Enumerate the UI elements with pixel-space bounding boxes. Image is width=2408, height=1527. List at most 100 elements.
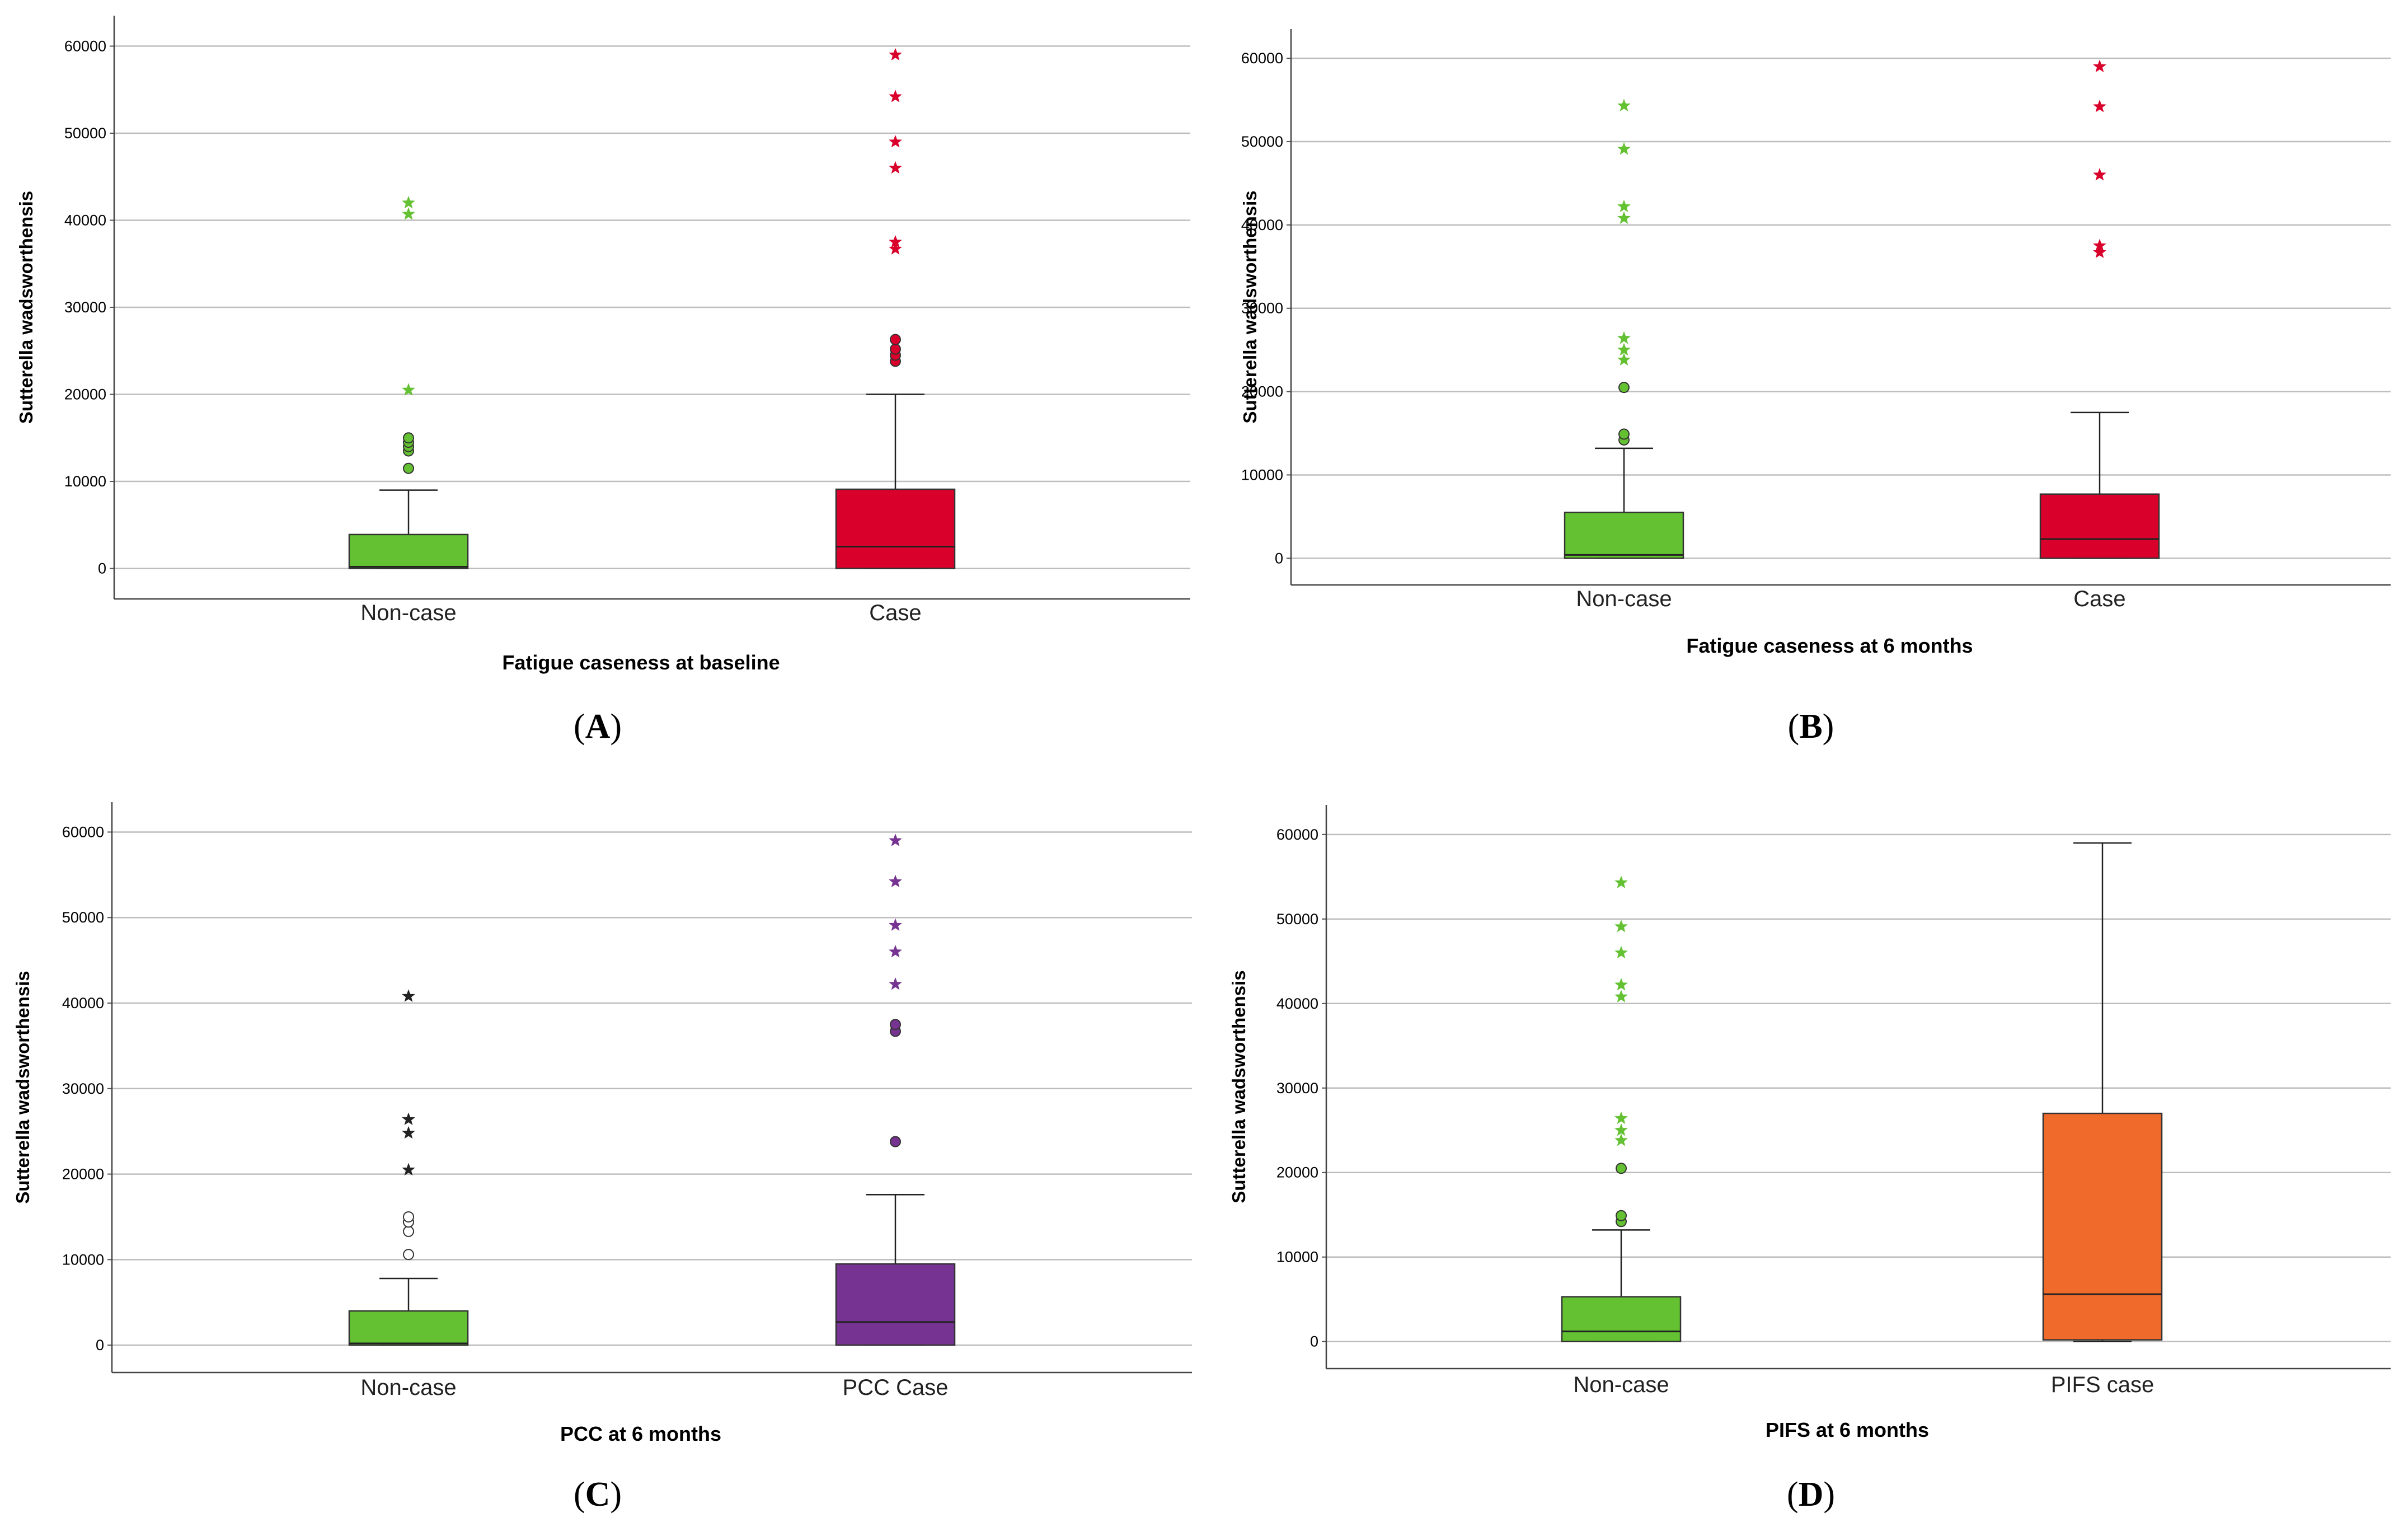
extreme-point (1614, 945, 1628, 959)
extreme-point (1617, 199, 1631, 213)
box-group-d-2: PIFS case (2042, 842, 2163, 1397)
extreme-point (1614, 919, 1628, 933)
y-tick-label: 40000 (1276, 995, 1318, 1012)
box (835, 488, 956, 569)
extreme-point (2093, 168, 2106, 181)
extreme-point (402, 1112, 415, 1125)
box-group-b-2: Case (2039, 59, 2160, 611)
y-tick-label: 0 (96, 1337, 104, 1353)
extreme-point (1617, 343, 1631, 356)
outlier-point (890, 1136, 901, 1147)
box-group-c-2: PCC Case (835, 833, 956, 1400)
extreme-point (889, 161, 902, 174)
extreme-point (889, 874, 902, 888)
extreme-point (889, 242, 902, 255)
extreme-point (1614, 978, 1628, 991)
y-tick-label: 60000 (1276, 826, 1318, 843)
y-tick-label: 10000 (1241, 466, 1283, 483)
x-category-label: Case (2073, 587, 2125, 611)
y-tick-label: 40000 (1241, 217, 1283, 233)
outlier-point (1618, 428, 1630, 440)
extreme-point (1614, 1111, 1628, 1125)
box (348, 533, 469, 569)
box-group-c-1: Non-case (348, 989, 469, 1400)
outlier-point (403, 1225, 414, 1237)
extreme-point (889, 833, 902, 846)
y-axis-title-wrap: Sutterella wadsworthensis (1228, 970, 1249, 1203)
extreme-point (889, 918, 902, 931)
y-axis-title: Sutterella wadsworthensis (1240, 190, 1260, 423)
panel-b: 0 10000 20000 30000 40000 50000 60000 Non-case C… (1240, 29, 2391, 746)
y-tick-label: 50000 (1276, 911, 1318, 928)
extreme-point (1617, 142, 1631, 155)
outlier-point (890, 343, 901, 355)
y-axis-title-wrap: Sutterella wadsworthensis (12, 971, 33, 1203)
y-tick-label: 20000 (1276, 1164, 1318, 1181)
panel-c: 0 10000 20000 30000 40000 50000 60000 Non-case P… (12, 802, 1192, 1514)
y-axis-title: Sutterella wadsworthensis (16, 191, 36, 424)
x-axis-title: PIFS at 6 months (1766, 1418, 1929, 1441)
x-category-label: Non-case (360, 601, 456, 625)
extreme-point (2093, 245, 2106, 259)
box-group-a-1: Non-case (348, 195, 469, 625)
y-axis-title-wrap: Sutterella wadsworthensis (16, 191, 36, 424)
y-tick-label: 60000 (1241, 50, 1283, 67)
y-tick-label: 30000 (1276, 1080, 1318, 1097)
outlier-point (403, 1249, 414, 1261)
extreme-point (1614, 1133, 1628, 1146)
extreme-point (1614, 990, 1628, 1003)
y-axis-title: Sutterella wadsworthensis (1228, 970, 1249, 1203)
x-category-label: Case (869, 601, 921, 625)
y-tick-label: 30000 (1241, 300, 1283, 317)
panel-d: 0 10000 20000 30000 40000 50000 60000 Non-case P… (1228, 805, 2391, 1514)
panel-label-a: (A) (574, 708, 622, 746)
extreme-point (402, 207, 415, 220)
extreme-point (402, 195, 415, 209)
extreme-point (889, 235, 902, 248)
extreme-point (889, 90, 902, 102)
outlier-point (890, 334, 901, 345)
x-category-label: PIFS case (2051, 1373, 2154, 1397)
y-tick-label: 10000 (62, 1251, 104, 1268)
x-category-label: PCC Case (843, 1375, 949, 1400)
extreme-point (1614, 1123, 1628, 1136)
panel-label-c: (C) (574, 1476, 622, 1514)
extreme-point (2093, 100, 2106, 113)
extreme-point (402, 1163, 415, 1175)
outlier-point (1618, 382, 1630, 394)
box-group-b-1: Non-case (1564, 99, 1684, 611)
y-tick-label: 40000 (62, 995, 104, 1011)
box (835, 1263, 956, 1346)
x-category-label: Non-case (1573, 1373, 1669, 1397)
y-tick-label: 50000 (64, 125, 106, 142)
outlier-point (403, 432, 414, 444)
box (1564, 512, 1684, 559)
y-tick-label: 10000 (1276, 1249, 1318, 1266)
x-category-label: Non-case (360, 1375, 456, 1400)
extreme-point (1614, 875, 1628, 888)
y-tick-label: 10000 (64, 473, 106, 490)
y-tick-label: 0 (1275, 550, 1283, 566)
box (1561, 1296, 1682, 1342)
box (2042, 1112, 2163, 1341)
x-category-label: Non-case (1576, 587, 1672, 611)
y-tick-label: 20000 (64, 386, 106, 403)
box (348, 1310, 469, 1346)
y-axis-title-wrap: Sutterella wadsworthensis (1240, 190, 1260, 423)
y-tick-label: 0 (1310, 1333, 1318, 1350)
extreme-point (1617, 331, 1631, 344)
outlier-point (403, 462, 414, 474)
y-tick-label: 30000 (62, 1080, 104, 1097)
extreme-point (1617, 211, 1631, 224)
extreme-point (402, 383, 415, 396)
panel-label-b: (B) (1788, 708, 1834, 746)
extreme-point (2093, 59, 2106, 73)
extreme-point (1617, 99, 1631, 112)
y-tick-label: 50000 (1241, 133, 1283, 150)
outlier-point (403, 1211, 414, 1222)
box-group-d-1: Non-case (1561, 875, 1682, 1397)
extreme-point (889, 48, 902, 61)
y-tick-label: 20000 (1241, 383, 1283, 400)
panel-a: 0 10000 20000 30000 40000 50000 60000 Non-case C… (16, 16, 1190, 746)
